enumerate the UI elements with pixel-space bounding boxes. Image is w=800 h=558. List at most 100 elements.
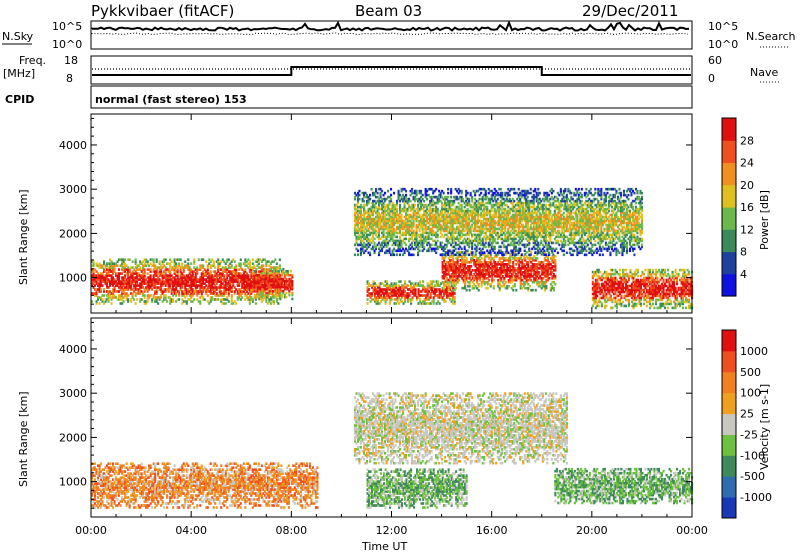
heatmap-cell bbox=[103, 260, 105, 263]
heatmap-cell bbox=[387, 190, 389, 193]
heatmap-cell bbox=[478, 289, 480, 292]
heatmap-cell bbox=[672, 271, 674, 274]
heatmap-cell bbox=[290, 270, 292, 273]
heatmap-cell bbox=[165, 294, 167, 297]
heatmap-cell bbox=[611, 269, 613, 272]
heatmap-cell bbox=[133, 298, 135, 301]
heatmap-cell bbox=[554, 255, 556, 258]
heatmap-cell bbox=[369, 194, 371, 197]
heatmap-cell bbox=[664, 307, 666, 310]
heatmap-cell bbox=[454, 296, 456, 299]
heatmap-cell bbox=[454, 292, 456, 295]
heatmap-cell bbox=[127, 294, 129, 297]
heatmap-cell bbox=[371, 188, 373, 191]
heatmap-cell bbox=[375, 188, 377, 191]
heatmap-cell bbox=[487, 287, 489, 290]
heatmap-cell bbox=[532, 289, 534, 292]
heatmap-cell bbox=[419, 298, 421, 301]
heatmap-cell bbox=[470, 265, 472, 268]
heatmap-cell bbox=[423, 200, 425, 203]
heatmap-cell bbox=[610, 295, 612, 298]
heatmap-cell bbox=[111, 302, 113, 305]
heatmap-cell bbox=[132, 260, 134, 263]
heatmap-cell bbox=[538, 271, 540, 274]
heatmap-cell bbox=[620, 295, 622, 298]
heatmap-cell bbox=[396, 208, 398, 211]
heatmap-cell bbox=[172, 298, 174, 301]
heatmap-cell bbox=[214, 266, 216, 269]
heatmap-cell bbox=[228, 258, 230, 261]
heatmap-cell bbox=[640, 303, 642, 306]
heatmap-cell bbox=[381, 190, 383, 193]
heatmap-cell bbox=[369, 252, 371, 255]
heatmap-cell bbox=[448, 283, 450, 286]
heatmap-cell bbox=[144, 268, 146, 271]
heatmap-cell bbox=[217, 298, 219, 301]
heatmap-cell bbox=[235, 302, 237, 305]
heatmap-cell bbox=[628, 299, 630, 302]
heatmap-cell bbox=[688, 299, 690, 302]
heatmap-cell bbox=[273, 300, 275, 303]
heatmap-cell bbox=[276, 298, 278, 301]
heatmap-cell bbox=[118, 268, 120, 271]
heatmap-cell bbox=[166, 300, 168, 303]
heatmap-cell bbox=[386, 280, 388, 283]
nsearch-label: N.Search bbox=[746, 30, 796, 43]
heatmap-cell bbox=[156, 258, 158, 261]
freq-tick-hi: 18 bbox=[64, 54, 78, 67]
heatmap-cell bbox=[274, 258, 276, 261]
heatmap-cell bbox=[599, 271, 601, 274]
heatmap-cell bbox=[291, 298, 293, 301]
heatmap-cell bbox=[596, 295, 598, 298]
heatmap-cell bbox=[279, 294, 281, 297]
heatmap-cell bbox=[529, 285, 531, 288]
heatmap-cell bbox=[439, 302, 441, 305]
heatmap-cell bbox=[466, 289, 468, 292]
heatmap-cell bbox=[272, 290, 274, 293]
heatmap-cell bbox=[404, 280, 406, 283]
heatmap-cell bbox=[363, 200, 365, 203]
heatmap-cell bbox=[279, 258, 281, 261]
heatmap-cell bbox=[396, 236, 398, 239]
heatmap-cell bbox=[204, 298, 206, 301]
heatmap-cell bbox=[605, 305, 607, 308]
heatmap-cell bbox=[252, 258, 254, 261]
nsky-tick-lo: 10^0 bbox=[52, 38, 82, 51]
heatmap-cell bbox=[443, 281, 445, 284]
heatmap-cell bbox=[153, 258, 155, 261]
heatmap-cell bbox=[117, 264, 119, 267]
heatmap-cell bbox=[276, 294, 278, 297]
heatmap-cell bbox=[277, 302, 279, 305]
heatmap-cell bbox=[199, 300, 201, 303]
heatmap-cell bbox=[247, 274, 249, 277]
heatmap-cell bbox=[466, 257, 468, 260]
heatmap-cell bbox=[399, 254, 401, 257]
heatmap-cell bbox=[374, 242, 376, 245]
heatmap-cell bbox=[637, 269, 639, 272]
heatmap-cell bbox=[102, 284, 104, 287]
heatmap-cell bbox=[357, 250, 359, 253]
heatmap-cell bbox=[244, 268, 246, 271]
heatmap-cell bbox=[255, 268, 257, 271]
freq-trace bbox=[92, 67, 691, 75]
heatmap-cell bbox=[291, 292, 293, 295]
heatmap-cell bbox=[287, 270, 289, 273]
heatmap-cell bbox=[598, 283, 600, 286]
heatmap-cell bbox=[202, 258, 204, 261]
heatmap-cell bbox=[147, 272, 149, 275]
heatmap-cell bbox=[235, 264, 237, 267]
heatmap-cell bbox=[384, 192, 386, 195]
heatmap-cell bbox=[644, 269, 646, 272]
heatmap-cell bbox=[249, 260, 251, 263]
heatmap-cell bbox=[291, 274, 293, 277]
heatmap-cell bbox=[367, 298, 369, 301]
heatmap-cell bbox=[400, 280, 402, 283]
heatmap-cell bbox=[553, 287, 555, 290]
heatmap-cell bbox=[622, 301, 624, 304]
heatmap-cell bbox=[369, 198, 371, 201]
heatmap-cell bbox=[99, 302, 101, 305]
heatmap-cell bbox=[535, 289, 537, 292]
station-title: Pykkvibaer (fitACF) bbox=[91, 2, 234, 20]
heatmap-cell bbox=[416, 190, 418, 193]
heatmap-cell bbox=[225, 302, 227, 305]
